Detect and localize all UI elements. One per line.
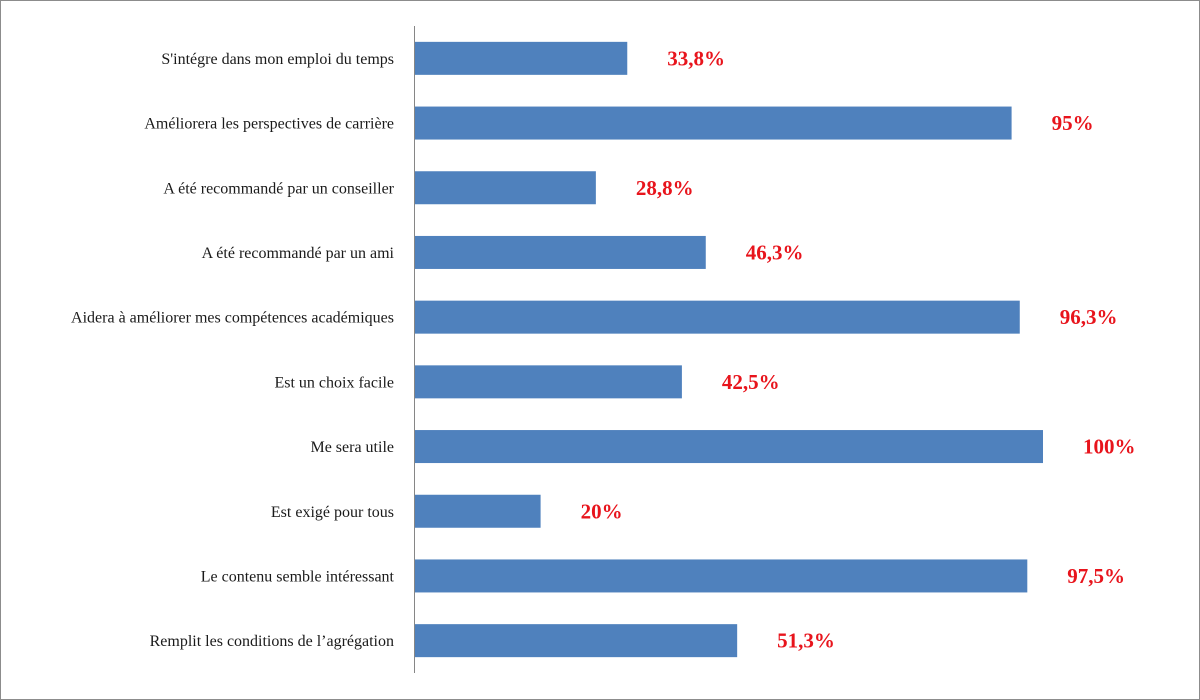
category-label-4: A été recommandé par un ami — [202, 245, 395, 262]
data-label-8: 20% — [581, 499, 623, 523]
category-labels: S'intégre dans mon emploi du temps Amélio… — [71, 51, 395, 650]
data-label-4: 46,3% — [746, 240, 804, 264]
bars-layer — [415, 41, 1043, 658]
bar-10 — [415, 624, 738, 658]
bar-9 — [415, 559, 1028, 593]
bar-1 — [415, 41, 628, 75]
category-label-5: Aidera à améliorer mes compétences acadé… — [71, 310, 394, 327]
category-label-10: Remplit les conditions de l’agrégation — [150, 633, 394, 650]
data-label-5: 96,3% — [1060, 305, 1118, 329]
bar-6 — [415, 365, 682, 399]
data-label-9: 97,5% — [1067, 564, 1125, 588]
bar-8 — [415, 494, 541, 528]
category-label-1: S'intégre dans mon emploi du temps — [161, 51, 394, 68]
data-labels: 33,8% 95% 28,8% 46,3% 96,3% 42,5% 100% 20% 97,5%… — [581, 46, 1136, 652]
data-label-7: 100% — [1083, 435, 1136, 459]
bar-5 — [415, 300, 1020, 334]
bar-2 — [415, 106, 1012, 140]
data-label-10: 51,3% — [777, 629, 835, 653]
category-label-6: Est un choix facile — [274, 374, 394, 391]
data-label-2: 95% — [1052, 111, 1094, 135]
bar-3 — [415, 171, 596, 205]
data-label-1: 33,8% — [667, 46, 725, 70]
category-label-7: Me sera utile — [310, 439, 394, 456]
category-label-8: Est exigé pour tous — [271, 504, 394, 521]
data-label-3: 28,8% — [636, 176, 694, 200]
category-label-2: Améliorera les perspectives de carrière — [144, 116, 394, 133]
category-label-3: A été recommandé par un conseiller — [163, 180, 394, 197]
category-label-9: Le contenu semble intéressant — [201, 568, 395, 585]
bar-4 — [415, 235, 706, 269]
bar-7 — [415, 430, 1043, 464]
data-label-6: 42,5% — [722, 370, 780, 394]
